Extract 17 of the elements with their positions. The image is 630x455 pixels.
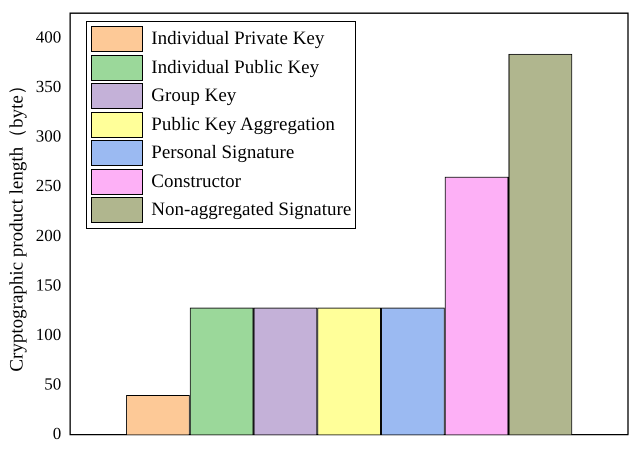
y-tick-label: 0 xyxy=(52,424,62,444)
y-tick-label: 150 xyxy=(36,275,62,294)
legend-label: Constructor xyxy=(151,170,242,193)
legend-label: Public Key Aggregation xyxy=(151,114,335,136)
y-tick-label: 300 xyxy=(36,126,62,146)
y-tick-label: 200 xyxy=(36,226,62,245)
legend-label: Personal Signature xyxy=(151,142,294,164)
legend-label: Non-aggregated Signature xyxy=(151,199,352,222)
y-axis-title: Cryptographic product length（byte） xyxy=(6,76,28,372)
legend-label: Group Key xyxy=(151,85,236,108)
y-tick-label: 350 xyxy=(36,77,62,96)
y-tick-label: 250 xyxy=(36,176,62,196)
legend-label: Individual Public Key xyxy=(151,56,320,79)
y-tick-label: 400 xyxy=(36,27,62,46)
legend-label: Individual Private Key xyxy=(151,28,324,50)
y-tick-label: 50 xyxy=(44,374,62,394)
y-tick-label: 100 xyxy=(36,324,62,344)
